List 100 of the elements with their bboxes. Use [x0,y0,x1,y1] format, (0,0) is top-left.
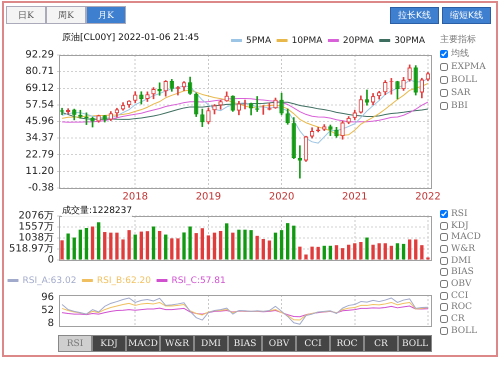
candlestick [286,108,290,125]
x-tick-label: 2022 [415,192,441,203]
bar [414,239,418,260]
bar [140,232,144,260]
text: CR [451,314,465,324]
text: W&R [451,244,476,254]
x-tick-label: 2021 [342,192,368,203]
legend-label: RSI_C:57.81 [172,276,226,286]
y-tick-label: 1557万 [18,222,54,233]
candlestick [102,115,107,122]
bar [359,242,363,260]
chart-title: 成交量:1228237 [62,204,132,217]
bar [316,246,320,260]
y-tick-label: -0.38 [28,182,54,194]
bar [78,230,82,260]
y-tick-label: 52 [41,305,54,316]
bar [206,235,210,260]
y-tick-label: 8 [48,318,54,330]
bar [127,230,131,260]
candlestick [364,90,370,106]
text: DMI [451,256,471,266]
bar [66,234,70,260]
y-tick-label: 34.37 [25,132,54,144]
text: OBV [262,335,296,352]
candlestick [230,95,235,112]
bar [103,232,106,260]
bar [384,243,387,260]
bar [176,238,180,260]
bar [237,230,241,260]
text: SAR [451,88,470,98]
text: EXPMA [451,62,486,72]
y-tick-label: 69.12 [25,82,54,94]
bar [310,246,314,260]
bar [408,239,412,260]
bar [262,239,265,260]
bar [225,223,228,260]
text: 均线 [451,48,469,60]
text: KDJ [92,335,126,352]
legend-label: RSI_A:63.02 [22,276,76,286]
candlestick [224,92,229,102]
bar [96,222,100,260]
text: MACD [126,335,160,352]
bar [146,231,150,260]
text: BOLL [451,74,478,84]
legend-label: 5PMA [246,36,272,46]
bar [115,232,119,260]
y-tick-label: 2076万 [18,210,54,222]
text: BIAS [228,335,262,352]
text: DMI [194,335,228,352]
bar [353,243,356,260]
candlestick [352,110,357,120]
text: RSI [451,208,468,219]
text: 周K [46,6,86,24]
bar [377,243,381,260]
y-tick-label: 11.20 [25,166,54,177]
text: CR [364,335,398,352]
text: BOLL [451,326,478,336]
text: OBV [451,278,472,289]
candlestick [200,108,204,127]
bar [371,244,375,260]
y-tick-label: 0 [48,254,54,266]
y-tick-label: 96 [41,292,54,303]
bar [286,223,290,260]
bar [243,230,247,260]
text: BOLL [398,335,432,352]
bar [274,232,278,260]
y-tick-label: 22.79 [25,149,54,160]
x-tick-label: 2019 [196,192,222,203]
y-tick-label: 80.71 [25,66,54,78]
text: 缩短K线 [442,7,491,24]
bar [200,228,204,260]
bar [256,236,259,260]
bar [390,246,394,260]
y-tick-label: 57.54 [25,99,54,110]
text: RSI [58,335,92,352]
bar [194,233,198,260]
bar [134,234,137,260]
text: W&R [160,335,194,352]
candlestick [414,65,418,96]
x-tick-label: 2020 [268,192,294,203]
text: BIAS [451,267,474,278]
candlestick [292,117,296,159]
text: KDJ [451,220,469,231]
candlestick [383,80,388,96]
bar [218,230,222,260]
bar [249,230,253,260]
text: ROC [330,335,364,352]
y-tick-label: 518.97万 [9,244,54,255]
candlestick [72,108,76,120]
legend-label: 20PMA [342,36,375,46]
bar [188,226,192,260]
bar [292,226,296,260]
bar [268,240,272,260]
bar [280,230,284,260]
bar [304,254,308,260]
legend-label: 10PMA [292,36,324,46]
text: BBI [451,100,468,110]
bar [231,232,234,260]
y-tick-label: 45.96 [25,116,54,128]
candlestick [194,92,198,117]
